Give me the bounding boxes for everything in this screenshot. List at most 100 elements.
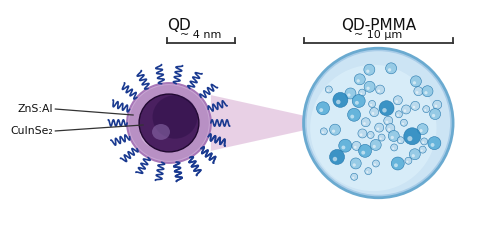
Circle shape (408, 136, 412, 141)
Circle shape (388, 130, 399, 141)
Circle shape (392, 147, 394, 149)
Circle shape (322, 131, 324, 133)
Circle shape (431, 143, 434, 147)
Circle shape (416, 91, 419, 94)
Ellipse shape (129, 85, 209, 161)
Circle shape (359, 144, 372, 157)
Circle shape (366, 87, 370, 90)
Circle shape (351, 173, 358, 180)
Circle shape (396, 111, 402, 118)
Circle shape (424, 109, 426, 111)
Circle shape (363, 122, 366, 125)
Circle shape (365, 168, 372, 175)
Circle shape (369, 101, 375, 107)
Circle shape (433, 100, 442, 109)
Circle shape (402, 105, 410, 114)
Circle shape (372, 145, 376, 148)
Circle shape (394, 163, 398, 167)
Circle shape (353, 163, 356, 167)
Ellipse shape (127, 83, 211, 163)
Text: CuInSe₂: CuInSe₂ (11, 126, 53, 136)
Circle shape (413, 81, 416, 85)
Circle shape (325, 86, 332, 93)
Circle shape (385, 121, 388, 123)
Circle shape (419, 146, 426, 153)
Circle shape (405, 157, 412, 164)
Circle shape (361, 151, 365, 155)
Circle shape (303, 48, 453, 198)
Circle shape (348, 108, 360, 121)
Circle shape (364, 81, 375, 92)
Circle shape (411, 101, 420, 110)
Circle shape (385, 63, 396, 74)
Circle shape (357, 79, 360, 82)
Circle shape (377, 128, 379, 130)
Circle shape (396, 100, 398, 103)
Circle shape (380, 137, 382, 140)
Circle shape (422, 86, 433, 97)
Circle shape (379, 101, 394, 116)
Circle shape (374, 163, 376, 165)
Circle shape (423, 106, 430, 113)
Circle shape (336, 100, 340, 104)
Circle shape (407, 161, 408, 163)
Text: QD: QD (167, 18, 191, 33)
Circle shape (414, 87, 423, 96)
Circle shape (355, 101, 359, 105)
Circle shape (370, 104, 372, 106)
Circle shape (388, 128, 390, 131)
Circle shape (404, 128, 421, 145)
Circle shape (352, 177, 354, 179)
Circle shape (434, 105, 437, 107)
Circle shape (388, 68, 391, 71)
Text: QD-PMMA: QD-PMMA (341, 18, 416, 33)
Circle shape (375, 85, 384, 94)
Circle shape (330, 149, 345, 164)
Circle shape (432, 114, 435, 117)
Circle shape (348, 93, 350, 97)
Circle shape (369, 135, 371, 137)
Circle shape (330, 124, 340, 135)
Circle shape (391, 144, 397, 151)
Circle shape (320, 128, 327, 135)
Circle shape (372, 112, 374, 115)
Circle shape (354, 146, 357, 149)
Circle shape (377, 90, 380, 92)
Circle shape (341, 145, 345, 149)
Circle shape (430, 109, 441, 120)
Ellipse shape (152, 124, 170, 140)
Circle shape (359, 89, 366, 96)
Circle shape (339, 139, 352, 152)
Circle shape (399, 140, 401, 142)
Circle shape (420, 129, 423, 132)
Circle shape (366, 171, 368, 173)
Circle shape (420, 149, 423, 152)
Circle shape (345, 88, 356, 99)
Circle shape (397, 114, 399, 116)
Text: ~ 10 μm: ~ 10 μm (354, 30, 402, 40)
Text: ~ 4 nm: ~ 4 nm (180, 30, 222, 40)
Circle shape (361, 118, 370, 127)
Circle shape (358, 129, 367, 138)
Circle shape (372, 160, 380, 167)
Circle shape (375, 123, 384, 132)
Circle shape (402, 123, 404, 125)
Circle shape (409, 149, 420, 160)
Circle shape (370, 108, 379, 117)
Circle shape (410, 76, 421, 87)
Ellipse shape (153, 95, 197, 139)
Circle shape (354, 74, 365, 85)
Circle shape (386, 124, 395, 133)
Circle shape (360, 133, 362, 136)
Circle shape (378, 134, 385, 141)
Circle shape (317, 102, 330, 115)
Circle shape (413, 106, 415, 108)
Circle shape (333, 157, 337, 161)
Circle shape (397, 137, 404, 144)
Circle shape (319, 108, 323, 112)
Circle shape (391, 136, 394, 139)
Circle shape (352, 94, 365, 107)
Circle shape (370, 139, 381, 150)
Circle shape (352, 141, 361, 150)
Circle shape (412, 154, 415, 157)
